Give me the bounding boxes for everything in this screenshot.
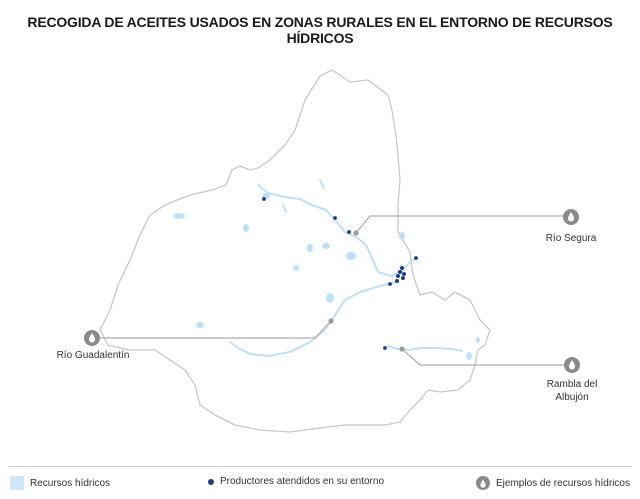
producer-dot bbox=[402, 272, 406, 276]
producer-dot bbox=[333, 216, 337, 220]
label-rio-segura: Río Segura bbox=[545, 233, 597, 244]
map-title: RECOGIDA DE ACEITES USADOS EN ZONAS RURA… bbox=[27, 14, 613, 46]
producer-dot bbox=[396, 274, 400, 278]
legend-water: Recursos hídricos bbox=[10, 476, 110, 490]
water-bodies bbox=[173, 193, 480, 360]
water-drop-icon bbox=[569, 360, 575, 370]
rio-segura-line bbox=[257, 184, 417, 277]
legend-producers-label: Productores atendidos en su entorno bbox=[220, 476, 384, 487]
producer-dot bbox=[347, 230, 351, 234]
legend-divider bbox=[8, 466, 632, 467]
producer-dot bbox=[383, 346, 387, 350]
water-drop-icon bbox=[568, 212, 574, 222]
producer-points bbox=[262, 197, 418, 350]
producer-dot bbox=[401, 276, 405, 280]
leader-lines bbox=[98, 215, 568, 366]
producer-dot bbox=[400, 266, 404, 270]
example-marker-segura bbox=[563, 209, 579, 225]
label-rio-guadalentin: Río Guadalentín bbox=[56, 350, 130, 361]
anchor-points bbox=[328, 230, 405, 352]
producer-dot bbox=[398, 270, 402, 274]
region-outline bbox=[99, 69, 491, 433]
example-marker-guadalentin bbox=[84, 330, 100, 346]
producer-dot bbox=[262, 197, 266, 201]
water-swatch bbox=[10, 476, 24, 490]
legend-producers: Productores atendidos en su entorno bbox=[208, 476, 384, 487]
legend-examples-label: Ejemplos de recursos hídricos bbox=[496, 477, 630, 489]
rambla-albujon-line bbox=[387, 345, 463, 352]
water-drop-marker-icon bbox=[476, 476, 490, 490]
legend-examples: Ejemplos de recursos hídricos bbox=[476, 476, 630, 490]
label-rambla-albujon: Rambla del Albujón bbox=[546, 379, 598, 403]
producer-dot-icon bbox=[208, 478, 214, 485]
legend-water-label: Recursos hídricos bbox=[30, 477, 111, 489]
water-drop-icon bbox=[89, 333, 95, 343]
producer-dot bbox=[388, 282, 392, 286]
example-marker-albujon bbox=[564, 357, 580, 373]
producer-dot bbox=[395, 279, 399, 283]
producer-dot bbox=[414, 256, 418, 260]
